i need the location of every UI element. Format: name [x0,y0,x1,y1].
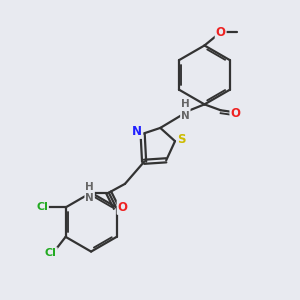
Text: Cl: Cl [36,202,48,212]
Text: N: N [132,125,142,138]
Text: S: S [177,133,186,146]
Text: O: O [216,26,226,39]
Text: H
N: H N [181,99,190,121]
Text: H
N: H N [85,182,94,203]
Text: O: O [230,107,240,120]
Text: Cl: Cl [45,248,57,258]
Text: O: O [118,201,128,214]
